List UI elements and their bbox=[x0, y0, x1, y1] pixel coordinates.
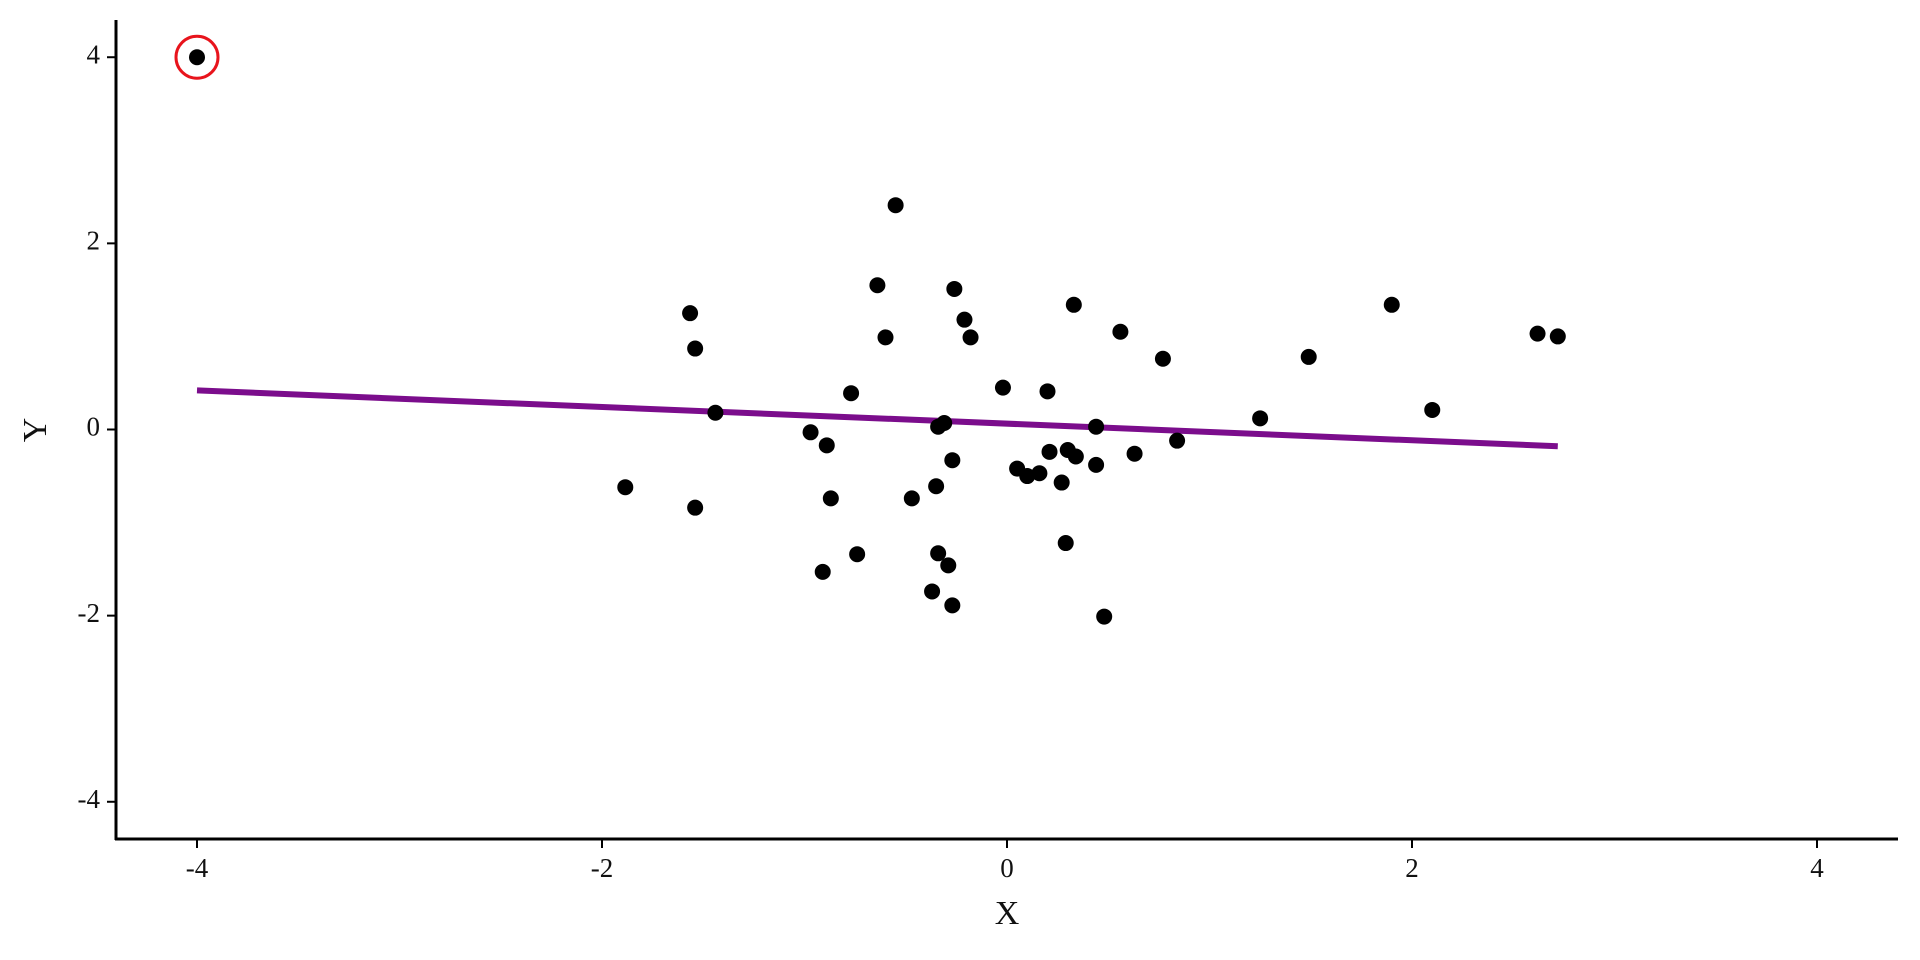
point bbox=[1019, 468, 1036, 485]
highlight-ring bbox=[174, 34, 220, 80]
point bbox=[1057, 535, 1074, 552]
point bbox=[924, 583, 941, 600]
point bbox=[869, 277, 886, 294]
y-tick-label: -2 bbox=[78, 598, 101, 628]
point bbox=[1112, 323, 1129, 340]
point bbox=[962, 329, 979, 346]
x-tick-label: 2 bbox=[1405, 853, 1419, 883]
point bbox=[903, 490, 920, 507]
point bbox=[1088, 418, 1105, 435]
point bbox=[1065, 296, 1082, 313]
point bbox=[849, 546, 866, 563]
point bbox=[1053, 474, 1070, 491]
x-tick-label: -2 bbox=[591, 853, 614, 883]
point bbox=[1549, 328, 1566, 345]
point bbox=[687, 499, 704, 516]
point bbox=[189, 49, 205, 66]
point bbox=[682, 305, 699, 322]
point bbox=[930, 545, 947, 562]
fit-line bbox=[196, 387, 1558, 450]
y-tick-label: -4 bbox=[78, 784, 101, 814]
point bbox=[1031, 465, 1048, 482]
point bbox=[928, 478, 945, 495]
point bbox=[1067, 448, 1084, 465]
point bbox=[1041, 443, 1058, 460]
point bbox=[946, 280, 963, 297]
point bbox=[843, 385, 860, 402]
point bbox=[1126, 445, 1143, 462]
point bbox=[822, 490, 839, 507]
x-tick-label: 0 bbox=[1000, 853, 1014, 883]
y-tick-label: 2 bbox=[87, 226, 101, 256]
point bbox=[887, 197, 904, 214]
point bbox=[707, 404, 724, 421]
x-tick-label: 4 bbox=[1810, 853, 1824, 883]
point bbox=[617, 479, 634, 496]
point bbox=[956, 311, 973, 328]
y-tick-label: 4 bbox=[87, 39, 101, 69]
point bbox=[936, 414, 953, 431]
point bbox=[1169, 432, 1186, 449]
point bbox=[1300, 348, 1317, 365]
point bbox=[1039, 383, 1056, 400]
point bbox=[1252, 410, 1269, 427]
point bbox=[818, 437, 835, 454]
point bbox=[940, 557, 957, 574]
point bbox=[944, 597, 961, 614]
point bbox=[1383, 296, 1400, 313]
point bbox=[877, 329, 894, 346]
point bbox=[944, 452, 961, 469]
x-axis-title: X bbox=[995, 895, 1020, 932]
point bbox=[1088, 456, 1105, 473]
point bbox=[994, 379, 1011, 396]
y-axis-title: Y bbox=[17, 418, 54, 443]
point bbox=[814, 563, 831, 580]
point bbox=[687, 340, 704, 357]
point bbox=[1424, 401, 1441, 418]
point bbox=[802, 424, 819, 441]
point bbox=[1529, 325, 1546, 342]
y-tick-label: 0 bbox=[87, 412, 101, 442]
point bbox=[1096, 608, 1113, 625]
point bbox=[1154, 350, 1171, 367]
x-tick-label: -4 bbox=[186, 853, 209, 883]
